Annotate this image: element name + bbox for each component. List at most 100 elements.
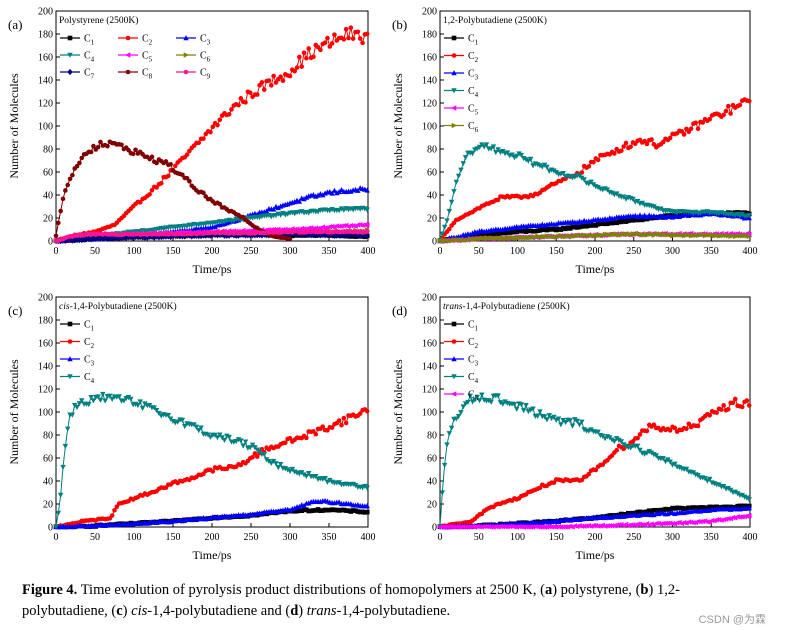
data-point xyxy=(364,408,370,414)
data-point xyxy=(355,29,361,35)
data-point xyxy=(667,459,673,465)
legend-item: C1 xyxy=(60,34,95,47)
data-point xyxy=(591,159,596,165)
data-point xyxy=(74,163,80,169)
data-point xyxy=(581,177,587,183)
data-point xyxy=(116,394,122,400)
data-point xyxy=(635,509,640,515)
legend-label-sub: 9 xyxy=(207,73,211,81)
x-tick-label: 400 xyxy=(361,246,376,257)
legend-marker xyxy=(451,356,457,362)
data-point xyxy=(595,157,601,163)
data-point xyxy=(739,211,745,218)
caption-part: trans xyxy=(306,603,337,619)
data-point xyxy=(58,208,63,214)
data-point xyxy=(315,507,321,512)
legend-label-sub: 1 xyxy=(91,325,95,333)
legend-label-sub: 1 xyxy=(475,39,479,47)
data-point xyxy=(628,217,633,223)
data-point xyxy=(444,218,450,224)
data-point xyxy=(65,182,70,188)
data-point xyxy=(149,154,155,160)
legend-marker xyxy=(125,35,131,41)
data-point xyxy=(537,228,543,233)
data-point xyxy=(488,231,494,237)
data-point xyxy=(355,187,361,193)
data-point xyxy=(558,422,564,428)
x-tick-label: 100 xyxy=(127,532,142,543)
data-point xyxy=(698,505,703,510)
data-point xyxy=(53,524,59,530)
legend-label-sub: 1 xyxy=(475,325,479,333)
data-point xyxy=(114,504,120,509)
data-point xyxy=(653,507,659,513)
data-point xyxy=(333,223,340,229)
panel-label: (c) xyxy=(8,303,22,318)
data-point xyxy=(336,418,342,423)
data-point xyxy=(292,509,297,514)
data-point xyxy=(700,505,706,510)
data-point xyxy=(669,214,676,220)
data-point xyxy=(327,44,333,49)
data-point xyxy=(541,414,548,420)
data-point xyxy=(364,485,370,491)
data-point xyxy=(455,173,462,179)
data-point xyxy=(93,235,99,242)
data-point xyxy=(725,485,731,492)
data-point xyxy=(294,65,300,70)
data-point xyxy=(511,401,518,408)
data-point xyxy=(364,187,370,193)
data-point xyxy=(734,491,741,497)
data-point xyxy=(579,219,585,225)
data-point xyxy=(338,223,344,229)
data-point xyxy=(196,427,202,434)
data-point xyxy=(119,142,124,148)
data-point xyxy=(648,450,655,456)
y-tick-label: 120 xyxy=(422,99,437,110)
data-point xyxy=(247,90,253,95)
legend-label-base: C xyxy=(84,51,91,62)
data-point xyxy=(170,233,176,240)
y-tick-label: 80 xyxy=(43,145,53,156)
data-point xyxy=(149,187,155,193)
legend-label-base: C xyxy=(200,34,207,45)
data-point xyxy=(243,100,248,105)
legend-item: C5 xyxy=(444,390,479,403)
legend-item: C7 xyxy=(60,68,95,81)
legend-label: C9 xyxy=(200,68,211,81)
data-point xyxy=(105,143,110,149)
x-tick-label: 200 xyxy=(205,246,220,257)
data-point xyxy=(553,221,559,227)
series-c9 xyxy=(53,228,370,244)
data-point xyxy=(95,144,101,150)
data-point xyxy=(277,461,284,468)
legend-item: C2 xyxy=(444,51,479,64)
data-point xyxy=(565,225,571,230)
data-point xyxy=(284,467,291,473)
data-point xyxy=(364,222,370,228)
data-point xyxy=(730,514,736,521)
y-tick-label: 60 xyxy=(427,454,437,465)
legend-label-base: C xyxy=(142,51,149,62)
data-point xyxy=(611,215,618,221)
y-axis-label: Number of Molecules xyxy=(391,73,405,179)
data-point xyxy=(518,152,525,159)
data-point xyxy=(598,221,603,226)
data-point xyxy=(746,233,753,240)
data-point xyxy=(273,461,279,467)
data-point xyxy=(667,135,673,141)
data-point xyxy=(604,216,611,222)
data-point xyxy=(670,505,675,511)
data-point xyxy=(591,222,596,228)
legend-marker xyxy=(67,321,73,327)
caption-part: b xyxy=(640,582,649,598)
panel-title: Polystyrene (2500K) xyxy=(59,15,138,26)
legend-item: C4 xyxy=(444,86,479,99)
data-point xyxy=(472,397,478,403)
data-point xyxy=(646,508,652,514)
x-tick-label: 300 xyxy=(283,532,298,543)
watermark: CSDN @为霖 xyxy=(698,614,766,626)
data-point xyxy=(563,226,568,232)
data-point xyxy=(567,226,573,231)
